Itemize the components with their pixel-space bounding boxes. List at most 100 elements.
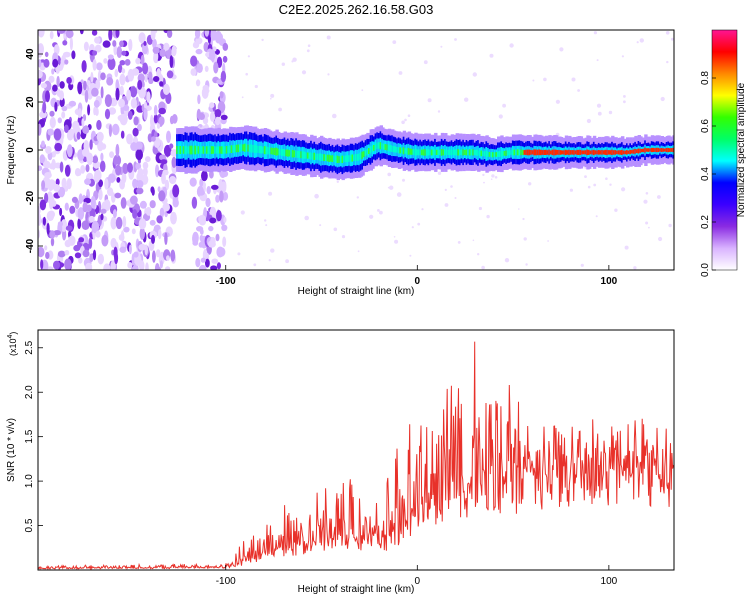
noise-blob bbox=[222, 191, 229, 201]
noise-blob bbox=[100, 208, 107, 214]
noise-blob bbox=[128, 38, 133, 52]
noise-speck bbox=[658, 236, 663, 242]
noise-blob bbox=[107, 187, 114, 197]
noise-blob bbox=[102, 216, 108, 222]
noise-blob bbox=[80, 165, 86, 174]
noise-blob bbox=[38, 205, 41, 215]
noise-blob bbox=[94, 44, 102, 53]
noise-blob bbox=[202, 84, 209, 92]
noise-blob bbox=[72, 120, 80, 131]
noise-blob bbox=[113, 154, 122, 166]
noise-blob bbox=[220, 70, 227, 83]
noise-blob bbox=[41, 180, 46, 190]
noise-speck bbox=[569, 188, 574, 192]
noise-speck bbox=[639, 38, 644, 43]
noise-blob bbox=[59, 81, 65, 89]
noise-speck bbox=[621, 55, 625, 58]
noise-blob bbox=[149, 200, 156, 209]
noise-speck bbox=[444, 188, 447, 191]
snr-x-label: Height of straight line (km) bbox=[298, 584, 415, 595]
noise-blob bbox=[209, 111, 216, 122]
noise-blob bbox=[216, 210, 222, 222]
noise-blob bbox=[154, 266, 162, 270]
noise-blob bbox=[81, 60, 87, 73]
noise-blob bbox=[138, 243, 147, 251]
noise-blob bbox=[222, 236, 227, 248]
noise-blob bbox=[69, 205, 76, 214]
noise-speck bbox=[584, 175, 587, 179]
noise-blob bbox=[119, 179, 125, 190]
snr-series-line bbox=[38, 341, 674, 570]
noise-blob bbox=[153, 104, 158, 116]
noise-blob bbox=[96, 119, 102, 131]
noise-blob bbox=[52, 58, 59, 68]
noise-blob bbox=[195, 257, 201, 268]
noise-blob bbox=[39, 199, 47, 211]
noise-speck bbox=[666, 60, 669, 64]
noise-blob bbox=[44, 51, 49, 58]
spectrogram-x-tick-label: -100 bbox=[216, 276, 236, 287]
noise-blob bbox=[108, 107, 117, 115]
noise-blob bbox=[83, 80, 87, 91]
noise-blob bbox=[108, 173, 116, 183]
noise-blob bbox=[77, 169, 82, 176]
noise-blob bbox=[38, 46, 43, 58]
noise-blob bbox=[145, 156, 151, 163]
noise-blob bbox=[214, 109, 222, 118]
noise-blob bbox=[91, 87, 99, 97]
noise-blob bbox=[66, 144, 73, 158]
noise-speck bbox=[254, 84, 258, 89]
noise-speck bbox=[528, 182, 532, 186]
noise-blob bbox=[130, 86, 138, 98]
noise-blob bbox=[126, 133, 133, 145]
noise-speck bbox=[332, 113, 337, 119]
noise-speck bbox=[450, 185, 453, 188]
noise-speck bbox=[392, 40, 397, 44]
noise-blob bbox=[39, 111, 47, 119]
noise-blob bbox=[171, 114, 178, 124]
noise-blob bbox=[150, 114, 154, 128]
noise-blob bbox=[97, 253, 105, 265]
noise-blob bbox=[38, 59, 42, 68]
noise-blob bbox=[157, 229, 162, 240]
noise-blob bbox=[151, 136, 156, 142]
noise-blob bbox=[143, 41, 147, 46]
noise-blob bbox=[146, 91, 151, 103]
noise-blob bbox=[81, 148, 90, 157]
noise-blob bbox=[135, 141, 143, 150]
noise-speck bbox=[624, 245, 629, 250]
noise-blob bbox=[132, 209, 138, 219]
noise-blob bbox=[220, 114, 228, 120]
noise-blob bbox=[61, 105, 68, 112]
noise-blob bbox=[204, 30, 210, 37]
noise-blob bbox=[169, 55, 174, 68]
noise-speck bbox=[417, 222, 421, 226]
noise-blob bbox=[107, 54, 114, 60]
noise-blob bbox=[121, 50, 127, 56]
signal-band-segment bbox=[442, 149, 446, 156]
noise-blob bbox=[112, 209, 117, 219]
noise-blob bbox=[77, 218, 82, 230]
noise-blob bbox=[65, 225, 73, 231]
noise-speck bbox=[643, 199, 648, 204]
noise-speck bbox=[580, 263, 584, 267]
spectrogram-y-ticks: -40 -20 0 20 40 bbox=[25, 48, 43, 253]
noise-blob bbox=[198, 241, 204, 248]
noise-blob bbox=[210, 238, 216, 246]
noise-blob bbox=[127, 262, 133, 269]
noise-speck bbox=[247, 55, 250, 58]
noise-blob bbox=[152, 250, 156, 263]
noise-blob bbox=[112, 40, 117, 47]
noise-blob bbox=[113, 246, 118, 259]
noise-blob bbox=[104, 94, 112, 107]
noise-blob bbox=[92, 59, 97, 71]
noise-blob bbox=[79, 30, 84, 35]
noise-speck bbox=[394, 239, 399, 244]
noise-speck bbox=[261, 38, 264, 42]
noise-blob bbox=[64, 124, 69, 133]
noise-blob bbox=[109, 151, 115, 159]
signal-band-segment bbox=[227, 146, 231, 153]
noise-blob bbox=[117, 64, 123, 73]
noise-speck bbox=[483, 181, 485, 184]
noise-blob bbox=[51, 118, 55, 129]
